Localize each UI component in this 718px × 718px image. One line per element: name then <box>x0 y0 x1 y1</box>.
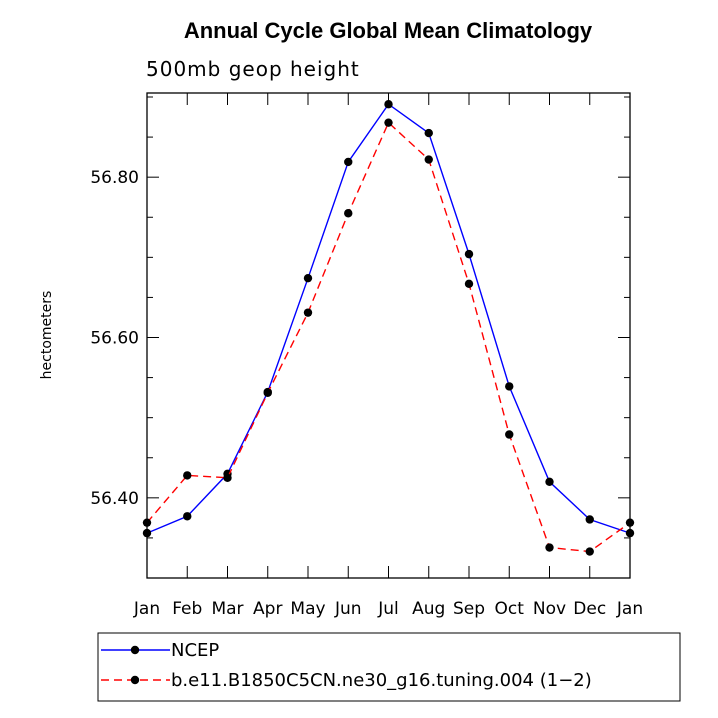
data-point <box>344 157 353 167</box>
data-point <box>303 273 313 283</box>
data-point <box>384 118 393 127</box>
series-2 <box>142 118 635 556</box>
series-line <box>146 121 631 553</box>
data-point <box>625 528 635 538</box>
data-point <box>183 471 192 480</box>
x-tick-label: Jun <box>334 599 362 619</box>
legend-box <box>97 632 681 702</box>
data-point <box>625 518 635 527</box>
y-axis-ticks: 56.40 56.60 56.80 <box>90 96 630 579</box>
data-point <box>545 477 554 487</box>
chart-subtitle: 500mb geop height <box>146 57 360 81</box>
data-point <box>142 518 152 527</box>
x-tick-label: Jan <box>133 599 160 619</box>
data-point <box>505 430 514 439</box>
legend-item-1: NCEP <box>101 640 219 661</box>
y-tick-label: 56.80 <box>90 168 139 188</box>
x-tick-label: May <box>290 599 325 619</box>
series-line <box>146 103 631 534</box>
data-point <box>384 100 393 109</box>
x-tick-label: Jul <box>377 599 399 619</box>
x-tick-label: Nov <box>533 599 566 619</box>
x-tick-label: Dec <box>573 599 606 619</box>
data-point <box>183 512 192 521</box>
legend-label: NCEP <box>171 640 219 661</box>
series-layer <box>142 100 635 556</box>
x-tick-label: Apr <box>253 599 282 619</box>
plot-frame <box>146 92 631 579</box>
y-tick-label: 56.40 <box>90 489 139 509</box>
legend-item-2: b.e11.B1850C5CN.ne30_g16.tuning.004 (1−2… <box>101 670 592 691</box>
x-tick-label: Mar <box>211 599 243 619</box>
data-point <box>424 128 433 138</box>
y-axis-label: hectometers <box>39 291 55 380</box>
x-tick-label: Jan <box>616 599 643 619</box>
legend-swatch-marker <box>130 645 140 655</box>
series-1 <box>142 100 635 538</box>
data-point <box>464 249 474 259</box>
legend-label: b.e11.B1850C5CN.ne30_g16.tuning.004 (1−2… <box>171 670 592 691</box>
x-tick-label: Feb <box>172 599 202 619</box>
data-point <box>142 528 152 538</box>
legend-swatch-marker <box>130 675 140 685</box>
data-point <box>223 473 232 482</box>
chart-title: Annual Cycle Global Mean Climatology <box>184 18 593 43</box>
data-point <box>263 388 272 398</box>
data-point <box>464 279 474 288</box>
data-point <box>505 382 514 391</box>
data-point <box>585 547 594 556</box>
y-tick-label: 56.60 <box>90 329 139 349</box>
data-point <box>303 308 313 317</box>
data-point <box>545 543 554 552</box>
x-axis-ticks: Jan Feb Mar Apr May Jun Jul Aug Sep Oct Nov Dec Jan <box>133 93 643 619</box>
data-point <box>344 209 353 218</box>
x-tick-label: Aug <box>412 599 445 619</box>
x-tick-label: Sep <box>453 599 485 619</box>
data-point <box>424 155 433 164</box>
x-tick-label: Oct <box>495 599 525 619</box>
legend: NCEP b.e11.B1850C5CN.ne30_g16.tuning.004 … <box>101 640 592 691</box>
data-point <box>585 515 594 524</box>
